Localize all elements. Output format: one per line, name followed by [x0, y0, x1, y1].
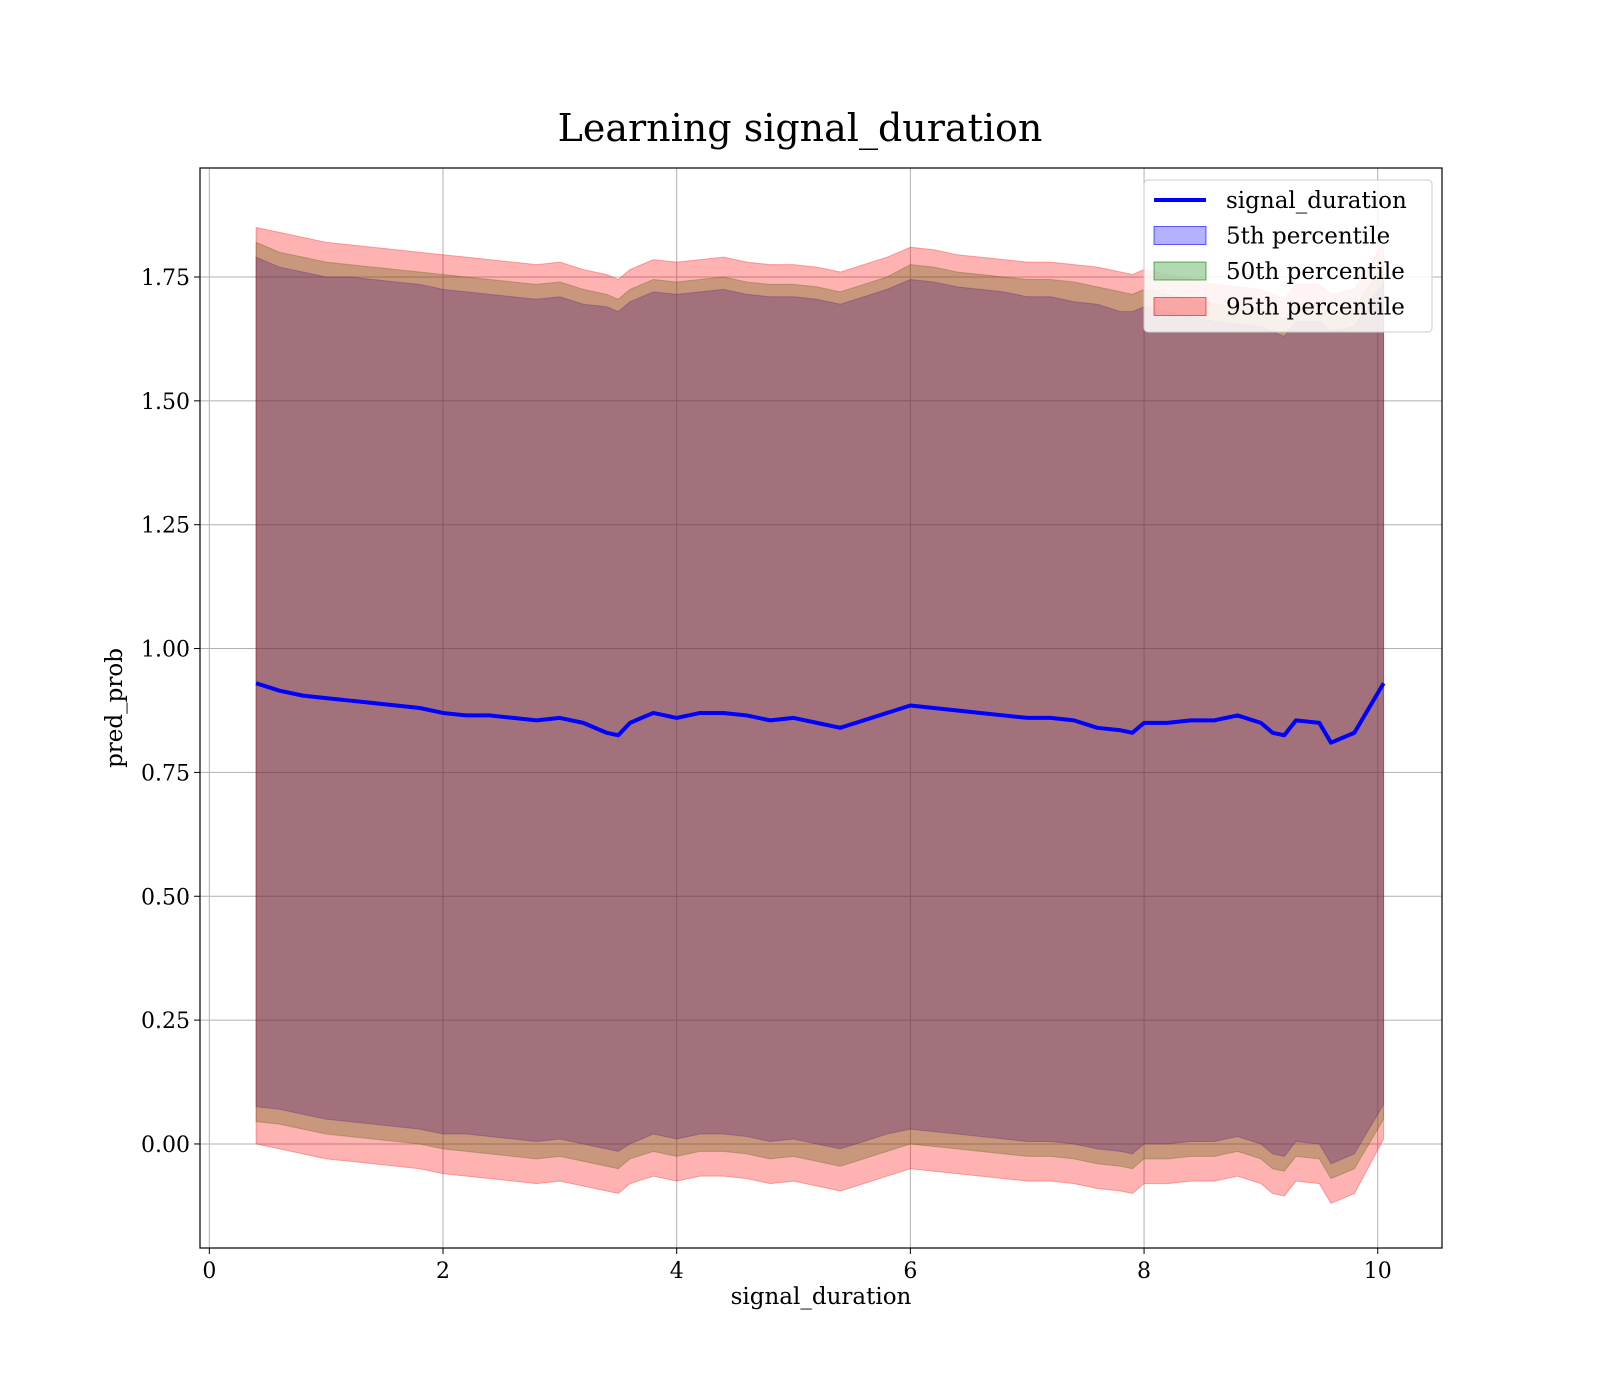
50th-percentile-band — [255, 241, 1385, 1180]
95th-percentile-band — [255, 226, 1385, 1205]
5th-percentile-band — [255, 256, 1385, 1165]
legend-box — [1143, 179, 1433, 333]
legend-band-swatch — [1153, 261, 1207, 281]
signal_duration-line — [255, 681, 1386, 745]
legend: signal_duration 5th percentile 50th percen… — [1143, 179, 1433, 333]
x-tick-label: 10 — [1364, 1259, 1392, 1284]
legend-label: 5th percentile — [1226, 224, 1390, 250]
x-tick-label: 0 — [202, 1259, 216, 1284]
x-tick-label: 8 — [1137, 1259, 1151, 1284]
y-tick-label: 0.00 — [141, 1133, 190, 1158]
percentile-bands — [255, 226, 1385, 1205]
x-tick-label: 2 — [436, 1259, 450, 1284]
legend-label: signal_duration — [1226, 188, 1407, 214]
y-tick-label: 1.75 — [141, 266, 190, 291]
plot-frame — [199, 167, 1443, 1249]
y-tick-label: 0.75 — [141, 761, 190, 786]
y-tick-label: 1.25 — [141, 514, 190, 539]
x-tick-label: 6 — [903, 1259, 917, 1284]
x-tick-label: 4 — [670, 1259, 684, 1284]
legend-label: 50th percentile — [1226, 259, 1405, 285]
legend-band-swatch — [1153, 226, 1207, 245]
y-tick-label: 0.50 — [141, 885, 190, 910]
y-axis-label: pred_prob — [102, 648, 128, 768]
x-axis-label: signal_duration — [731, 1284, 912, 1310]
series-lines — [255, 681, 1386, 745]
y-tick-label: 0.25 — [141, 1009, 190, 1034]
y-tick-label: 1.00 — [141, 638, 190, 663]
chart-title: Learning signal_duration — [558, 106, 1043, 151]
legend-label: 95th percentile — [1226, 295, 1405, 321]
legend-band-swatch — [1153, 297, 1207, 316]
x-axis-ticks: 0 2 4 6 8 10 — [202, 1248, 1392, 1284]
y-axis-ticks: 0.00 0.25 0.50 0.75 1.00 1.25 1.50 1.75 — [141, 266, 200, 1158]
y-tick-label: 1.50 — [141, 390, 190, 415]
